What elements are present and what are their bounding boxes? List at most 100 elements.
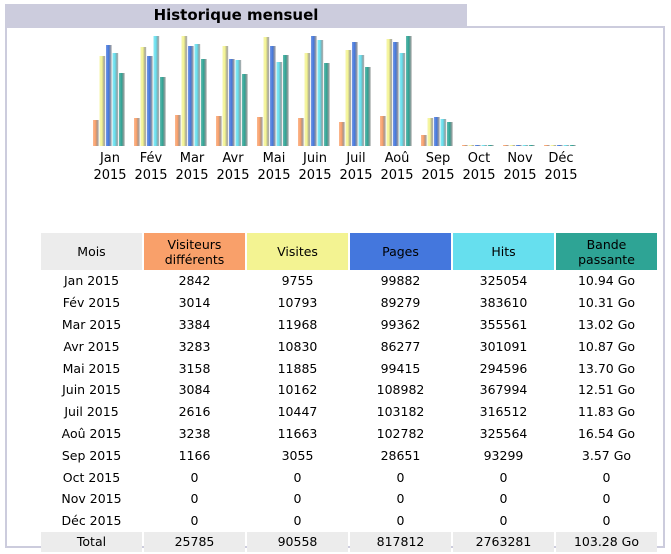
cell-month: Avr 2015 xyxy=(63,338,120,354)
month-label-month: Mai xyxy=(262,151,286,166)
bar-visits-2 xyxy=(181,36,188,146)
cell-visits: 10793 xyxy=(277,295,318,311)
month-label-month: Juin xyxy=(303,151,327,166)
table-row: Aoû 2015 3238 11663 102782 325564 16.54 Go xyxy=(41,423,657,445)
cell-visits: 10162 xyxy=(277,382,318,398)
bar-visits-10 xyxy=(509,145,516,146)
section-title-text: Historique mensuel xyxy=(153,6,319,24)
cell-visitors: 3014 xyxy=(178,295,211,311)
cell-pages: 108982 xyxy=(376,382,425,398)
month-label-month: Mar xyxy=(179,151,205,166)
cell-visitors: 0 xyxy=(190,513,199,529)
month-label: Aoû 2015 xyxy=(377,150,417,184)
table-body: Jan 2015 2842 9755 99882 325054 10.94 Go Fév 2… xyxy=(41,270,657,552)
month-label: Juil 2015 xyxy=(336,150,376,184)
cell-hits: 325564 xyxy=(479,425,528,441)
cell-month: Juin 2015 xyxy=(62,382,121,398)
cell-pages: 103182 xyxy=(376,404,425,420)
bar-bandwidth-5 xyxy=(324,63,330,146)
month-label-month: Jan xyxy=(99,151,121,166)
cell-hits: 0 xyxy=(499,513,508,529)
month-label-year: 2015 xyxy=(421,168,455,183)
bar-pages-8 xyxy=(434,117,440,146)
bar-visitors-2 xyxy=(175,115,181,146)
bar-pages-2 xyxy=(188,46,194,146)
cell-visits: 11968 xyxy=(277,316,318,332)
cell-month: Sep 2015 xyxy=(61,447,122,463)
bar-visits-9 xyxy=(468,145,475,146)
bar-pages-3 xyxy=(229,59,235,146)
month-label: Déc 2015 xyxy=(541,150,581,184)
cell-visits: 10830 xyxy=(277,338,318,354)
bar-pages-5 xyxy=(311,36,317,146)
month-label-year: 2015 xyxy=(380,168,414,183)
cell-hits: 316512 xyxy=(479,404,528,420)
cell-visits: 11885 xyxy=(277,360,318,376)
bar-hits-0 xyxy=(112,53,119,146)
cell-hits: 301091 xyxy=(479,338,528,354)
monthly-bar-chart xyxy=(93,36,576,146)
bar-visitors-10 xyxy=(503,145,509,146)
bar-hits-6 xyxy=(358,55,365,146)
cell-visitors: 2616 xyxy=(178,404,211,420)
cell-month: Oct 2015 xyxy=(62,469,121,485)
bar-hits-1 xyxy=(153,36,160,146)
cell-month: Nov 2015 xyxy=(61,491,122,507)
cell-pages: 102782 xyxy=(376,425,425,441)
cell-bandwidth: 0 xyxy=(602,513,611,529)
bar-visits-8 xyxy=(427,118,434,146)
cell-bandwidth: 12.51 Go xyxy=(577,382,636,398)
monthly-stats-table: Mois Visiteurs différents Visites Pages … xyxy=(39,233,659,552)
bar-visits-3 xyxy=(222,46,229,146)
cell-visitors: 0 xyxy=(190,469,199,485)
table-row: Jan 2015 2842 9755 99882 325054 10.94 Go xyxy=(41,270,657,292)
cell-pages: 86277 xyxy=(380,338,421,354)
month-label-month: Juil xyxy=(346,151,366,166)
table-header-row: Mois Visiteurs différents Visites Pages … xyxy=(41,233,657,270)
bar-hits-4 xyxy=(276,62,283,146)
bar-bandwidth-6 xyxy=(365,67,371,146)
bar-bandwidth-3 xyxy=(242,74,248,146)
bar-visitors-8 xyxy=(421,135,427,146)
month-label: Sep 2015 xyxy=(418,150,458,184)
bar-hits-11 xyxy=(563,145,570,146)
table-total-row: Total 25785 90558 817812 2763281 103.28 Go xyxy=(41,531,657,552)
total-pages: 817812 xyxy=(350,531,451,552)
cell-bandwidth: 16.54 Go xyxy=(577,425,636,441)
month-label: Mar 2015 xyxy=(172,150,212,184)
cell-hits: 325054 xyxy=(479,273,528,289)
table-row: Mai 2015 3158 11885 99415 294596 13.70 Go xyxy=(41,357,657,379)
cell-month: Fév 2015 xyxy=(62,295,121,311)
month-label-year: 2015 xyxy=(257,168,291,183)
month-label: Fév 2015 xyxy=(131,150,171,184)
cell-pages: 0 xyxy=(396,469,405,485)
table-row: Avr 2015 3283 10830 86277 301091 10.87 Go xyxy=(41,335,657,357)
bar-visits-4 xyxy=(263,37,270,146)
cell-pages: 0 xyxy=(396,491,405,507)
month-label-year: 2015 xyxy=(544,168,578,183)
bar-bandwidth-7 xyxy=(406,36,412,146)
total-month: Total xyxy=(41,531,142,552)
table-row: Oct 2015 0 0 0 0 0 xyxy=(41,466,657,488)
header-bandwidth: Bande passante xyxy=(556,233,657,270)
month-label-month: Sep xyxy=(425,151,451,166)
bar-hits-9 xyxy=(481,145,488,146)
bar-hits-5 xyxy=(317,40,324,146)
cell-visitors: 3238 xyxy=(178,425,211,441)
bar-bandwidth-10 xyxy=(529,145,535,146)
cell-month: Déc 2015 xyxy=(61,513,122,529)
month-label: Jan 2015 xyxy=(90,150,130,184)
month-label-year: 2015 xyxy=(298,168,332,183)
header-visits: Visites xyxy=(247,233,348,270)
month-label-year: 2015 xyxy=(503,168,537,183)
cell-visitors: 1166 xyxy=(178,447,211,463)
cell-bandwidth: 0 xyxy=(602,469,611,485)
bar-visitors-9 xyxy=(462,145,468,146)
bar-visits-5 xyxy=(304,53,311,146)
cell-bandwidth: 3.57 Go xyxy=(581,447,632,463)
bar-pages-4 xyxy=(270,46,276,146)
bar-pages-1 xyxy=(147,56,153,146)
month-label: Oct 2015 xyxy=(459,150,499,184)
month-label-month: Avr xyxy=(222,151,244,166)
bar-pages-6 xyxy=(352,42,358,146)
